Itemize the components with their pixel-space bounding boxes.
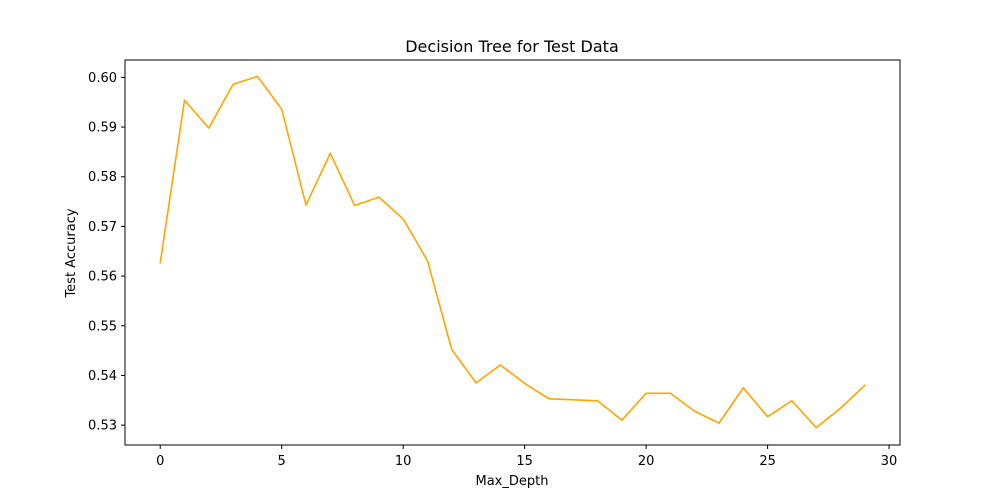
x-tick-label: 30 [881,454,898,469]
y-tick-label: 0.53 [88,419,117,434]
y-tick-label: 0.59 [88,121,117,136]
y-tick-label: 0.54 [88,369,117,384]
y-tick-label: 0.58 [88,170,117,185]
x-tick-label: 0 [156,454,164,469]
series-line [159,75,866,429]
chart-title: Decision Tree for Test Data [405,37,619,56]
y-axis-label: Test Accuracy [64,208,79,298]
y-tick-label: 0.60 [88,71,117,86]
x-axis: 0 5 10 15 20 25 30 [156,445,897,469]
x-tick-label: 15 [516,454,533,469]
y-tick-label: 0.55 [88,319,117,334]
x-tick-label: 10 [395,454,412,469]
x-tick-label: 20 [638,454,655,469]
x-axis-label: Max_Depth [476,474,549,489]
y-tick-label: 0.57 [88,220,117,235]
y-tick-label: 0.56 [88,270,117,285]
x-tick-label: 5 [278,454,286,469]
x-tick-label: 25 [759,454,776,469]
plot-area [124,59,901,446]
y-axis: 0.53 0.54 0.55 0.56 0.57 0.58 0.59 0.60 [88,71,125,434]
plot-frame [124,59,901,446]
